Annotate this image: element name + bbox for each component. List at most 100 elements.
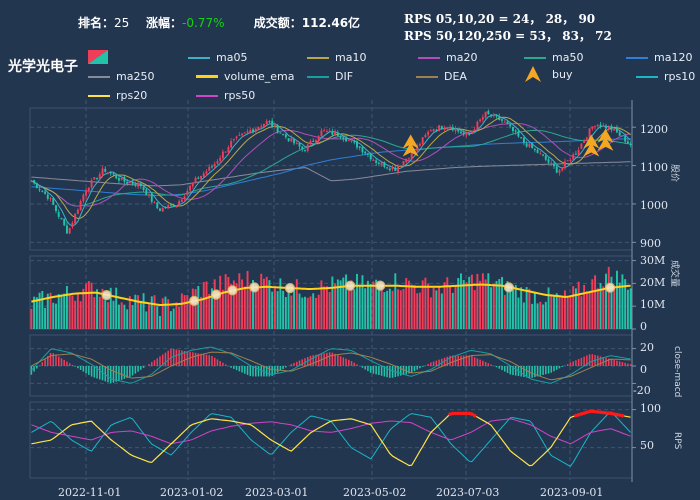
- volume-bar: [156, 306, 159, 329]
- macd-bar: [172, 349, 175, 366]
- macd-bar: [38, 365, 41, 366]
- candle-body: [241, 133, 244, 136]
- macd-bar: [175, 349, 178, 366]
- legend-item-ma05[interactable]: ma05: [188, 51, 247, 64]
- legend-item-dea[interactable]: DEA: [416, 70, 467, 83]
- volume-bar: [561, 297, 564, 329]
- candle-body: [484, 111, 487, 118]
- candle-body: [55, 205, 57, 211]
- macd-bar: [202, 354, 205, 366]
- candle-body: [460, 131, 462, 134]
- volume-bar: [180, 293, 183, 329]
- volume-bar: [334, 283, 337, 329]
- candle-body: [148, 194, 150, 196]
- volume-bar: [580, 296, 583, 329]
- macd-tick-neg20: -20: [633, 384, 651, 397]
- macd-bar: [134, 366, 137, 374]
- candle-body: [607, 126, 610, 129]
- volume-bar: [391, 290, 394, 329]
- macd-bar: [153, 360, 156, 366]
- volume-bar: [605, 273, 607, 329]
- rps-high-marker: [470, 412, 474, 416]
- candle-body: [525, 143, 528, 147]
- rps-high-marker: [620, 413, 625, 418]
- macd-bar: [416, 366, 418, 370]
- volume-bar: [413, 284, 416, 329]
- candle-body: [227, 147, 230, 153]
- legend-item-ma120[interactable]: ma120: [626, 51, 692, 64]
- macd-bar: [326, 352, 328, 366]
- legend-item-ma10[interactable]: ma10: [307, 51, 366, 64]
- candle-body: [197, 177, 200, 179]
- candle-body: [574, 153, 577, 155]
- rps-high-marker: [459, 411, 463, 416]
- macd-bar: [159, 356, 161, 366]
- volume-bar: [356, 273, 358, 329]
- candle-body: [553, 163, 555, 167]
- candle-body: [301, 146, 304, 150]
- candle-body: [533, 149, 536, 151]
- macd-bar: [353, 362, 356, 366]
- macd-bar: [345, 358, 347, 366]
- candle-body: [202, 173, 205, 177]
- candle-body: [377, 162, 380, 164]
- macd-bar: [501, 366, 503, 371]
- candle-body: [405, 158, 408, 163]
- volume-bar: [117, 304, 120, 329]
- macd-bar: [490, 364, 492, 366]
- candle-body: [271, 120, 274, 127]
- volume-bar: [512, 286, 514, 329]
- legend-item-rps10[interactable]: rps10: [636, 70, 695, 83]
- macd-bar: [93, 366, 96, 378]
- macd-bar: [487, 363, 490, 366]
- legend-item-volume-ema[interactable]: volume_ema: [196, 70, 294, 83]
- legend-item-ma250[interactable]: ma250: [88, 70, 154, 83]
- macd-bar: [197, 353, 200, 366]
- macd-bar: [580, 357, 583, 366]
- date-tick-6: 2023-09-01: [540, 486, 604, 499]
- volume-bar: [375, 279, 378, 329]
- volume-bar: [443, 282, 446, 329]
- candle-body: [156, 202, 159, 209]
- candle-body: [372, 159, 375, 161]
- candle-body: [391, 167, 394, 170]
- legend-item-buy[interactable]: buy: [524, 65, 572, 83]
- volume-bar: [257, 287, 260, 329]
- candle-body: [205, 171, 208, 174]
- candle-body: [602, 125, 605, 127]
- volume-bar: [457, 277, 460, 329]
- macd-bar: [167, 350, 169, 366]
- candle-body: [531, 143, 534, 149]
- candle-body: [208, 166, 211, 171]
- volume-bar: [254, 289, 257, 329]
- volume-bar: [79, 301, 82, 329]
- candle-body: [279, 132, 282, 134]
- candle-body: [41, 190, 44, 192]
- macd-bar: [462, 355, 465, 366]
- candle-body: [563, 161, 566, 169]
- volume-bar: [440, 293, 443, 329]
- volume-bar: [342, 277, 345, 329]
- macd-bar: [435, 360, 438, 366]
- legend-item-dif[interactable]: DIF: [307, 70, 353, 83]
- legend-label: ma05: [216, 51, 248, 64]
- macd-bar: [71, 364, 74, 366]
- macd-bar: [583, 356, 585, 366]
- macd-bar: [178, 349, 180, 366]
- macd-bar: [484, 361, 487, 366]
- volume-bar: [539, 301, 542, 329]
- legend-item-rps50[interactable]: rps50: [196, 89, 255, 102]
- legend-item-ma50[interactable]: ma50: [524, 51, 583, 64]
- macd-bar: [545, 366, 547, 375]
- macd-bar: [607, 358, 610, 366]
- candle-body: [260, 126, 263, 128]
- legend-item-ma20[interactable]: ma20: [418, 51, 477, 64]
- candle-body: [443, 128, 446, 130]
- candle-body: [96, 178, 99, 180]
- candle-body: [621, 135, 624, 137]
- legend-item-rps20[interactable]: rps20: [88, 89, 147, 102]
- macd-bar: [627, 363, 629, 366]
- candle-body: [566, 160, 569, 162]
- macd-bar: [432, 361, 435, 366]
- volume-bar: [328, 292, 331, 329]
